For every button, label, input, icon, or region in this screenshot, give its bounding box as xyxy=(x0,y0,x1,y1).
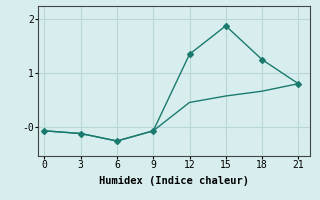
X-axis label: Humidex (Indice chaleur): Humidex (Indice chaleur) xyxy=(100,176,249,186)
